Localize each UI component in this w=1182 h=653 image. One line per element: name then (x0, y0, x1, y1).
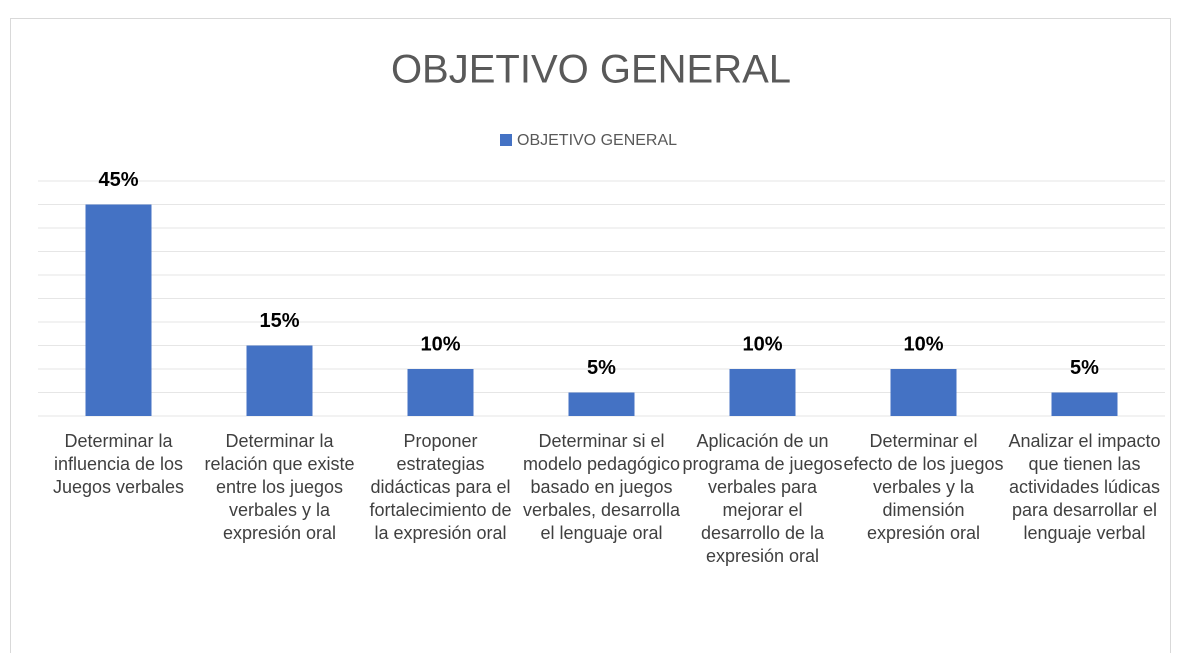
legend-swatch (500, 134, 512, 146)
bar (568, 392, 635, 416)
bar (246, 345, 313, 416)
bar (729, 369, 796, 416)
bar (407, 369, 474, 416)
data-label: 10% (903, 333, 943, 355)
data-label: 45% (98, 169, 138, 191)
x-tick-label: Proponer estrategias didácticas para el … (369, 431, 512, 543)
data-label: 5% (1070, 357, 1099, 379)
bar (1051, 392, 1118, 416)
data-label: 10% (742, 333, 782, 355)
chart-frame (10, 18, 1171, 653)
data-label: 15% (259, 310, 299, 332)
x-tick-label: Determinar la relación que existe entre … (204, 431, 355, 543)
x-tick-label: Determinar si el modelo pedagógico basad… (522, 431, 681, 543)
x-tick-label: Determinar la influencia de los Juegos v… (52, 431, 185, 497)
chart-title: OBJETIVO GENERAL (391, 48, 791, 92)
x-tick-label: Aplicación de un programa de juegos verb… (682, 431, 843, 566)
x-tick-label: Determinar el efecto de los juegos verba… (843, 431, 1004, 543)
bar (890, 369, 957, 416)
x-tick-label: Analizar el impacto que tienen las activ… (1008, 431, 1161, 543)
legend-label: OBJETIVO GENERAL (517, 132, 677, 149)
data-label: 10% (420, 333, 460, 355)
bar (85, 204, 152, 416)
data-label: 5% (587, 357, 616, 379)
